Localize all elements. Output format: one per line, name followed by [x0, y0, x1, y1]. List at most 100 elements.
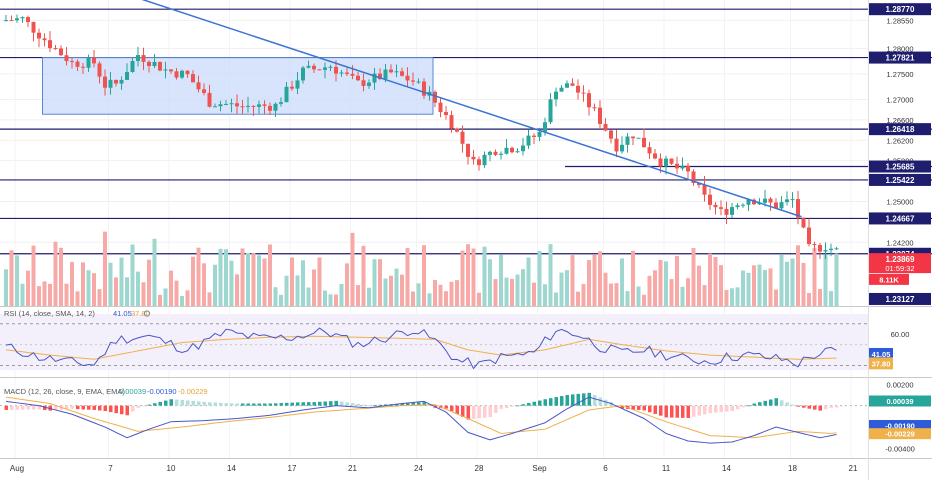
- price-axis[interactable]: 1.28550 1.28000 1.27500 1.27000 1.26600 1.262…: [869, 3, 931, 305]
- macd-hist-bar-125: [692, 405, 696, 417]
- macd-hist-bar-73: [406, 403, 410, 406]
- candle-body-12: [70, 61, 74, 63]
- level-badge-label-4: 1.25422: [886, 176, 915, 185]
- candle-body-122: [675, 163, 679, 169]
- candle-body-100: [554, 91, 558, 100]
- volume-bar-121: [669, 279, 674, 306]
- macd-hist-bar-76: [422, 402, 426, 406]
- candle-body-41: [229, 103, 234, 105]
- level-badge-4: [869, 173, 931, 186]
- candle-body-28: [158, 61, 162, 71]
- macd-hist-bar-83: [461, 405, 465, 417]
- volume-bar-137: [757, 264, 762, 306]
- volume-bar-0: [4, 269, 8, 306]
- macd-hist-bar-123: [681, 405, 685, 418]
- macd-hist-bar-42: [235, 403, 239, 406]
- macd-legend-macd: -0.00190: [147, 387, 177, 396]
- candle-body-31: [174, 71, 179, 78]
- candle-body-88: [488, 151, 492, 155]
- volume-bar-62: [345, 263, 349, 306]
- volume-bar-100: [554, 292, 558, 306]
- volume-bar-80: [444, 291, 448, 306]
- macd-hist-bar-14: [81, 405, 85, 410]
- candle-body-151: [834, 248, 839, 250]
- macd-hist-bar-133: [736, 405, 740, 410]
- candle-body-36: [202, 89, 206, 93]
- macd-hist-bar-88: [488, 405, 492, 418]
- macd-hist-bar-21: [120, 405, 124, 415]
- macd-hist-bar-104: [576, 393, 580, 406]
- macd-hist-bar-130: [719, 405, 723, 413]
- volume-bar-139: [768, 268, 773, 306]
- macd-hist-bar-68: [378, 404, 382, 406]
- volume-bar-130: [719, 265, 723, 306]
- volume-bar-78: [433, 279, 437, 306]
- candle-body-22: [125, 71, 129, 80]
- candle-body-150: [829, 248, 833, 251]
- volume-bar-93: [515, 274, 520, 306]
- macd-hist-bar-96: [532, 401, 536, 406]
- volume-bar-112: [620, 258, 624, 306]
- macd-hist-bar-82: [455, 405, 459, 415]
- volume-bar-94: [521, 269, 525, 306]
- rsi-line: [5, 327, 837, 370]
- macd-hist-bar-94: [521, 404, 525, 406]
- macd-hist-bar-41: [230, 403, 234, 406]
- candle-body-134: [741, 204, 745, 206]
- candle-body-75: [416, 81, 421, 83]
- level-badge-0: [869, 3, 931, 16]
- macd-hist-bar-137: [758, 402, 762, 406]
- volume-bar-85: [471, 248, 476, 306]
- volume-bar-14: [81, 262, 85, 306]
- candle-body-141: [779, 202, 784, 209]
- volume-bar-110: [609, 283, 613, 306]
- time-tick-label-3: 14: [227, 464, 236, 473]
- macd-hist-bar-109: [604, 399, 608, 406]
- candle-body-131: [724, 208, 729, 215]
- macd-hist-bar-84: [466, 405, 470, 420]
- candle-body-47: [262, 104, 267, 106]
- rsi-settings-icon[interactable]: [143, 310, 151, 317]
- macd-hist-bar-131: [725, 405, 729, 412]
- time-axis[interactable]: Aug 7 10 14 17 21 24 28 Sep 6 11 14 18 21: [10, 464, 858, 473]
- volume-bar-118: [653, 270, 657, 306]
- volume-bar-33: [185, 290, 190, 306]
- candle-body-45: [251, 105, 256, 107]
- trendline[interactable]: [98, 0, 802, 218]
- macd-hist-bar-121: [670, 405, 674, 418]
- volume-bar-57: [317, 257, 322, 306]
- volume-bar-24: [136, 271, 140, 306]
- macd-legend-title: MACD (12, 26, close, 9, EMA, EMA): [4, 387, 125, 396]
- macd-hist-bar-146: [807, 405, 811, 409]
- macd-hist-bar-85: [472, 405, 476, 419]
- macd-hist-bar-51: [285, 402, 289, 406]
- macd-hist-bar-127: [703, 405, 707, 415]
- macd-hist-bar-65: [362, 404, 366, 406]
- candle-body-19: [108, 79, 113, 88]
- macd-hist-bar-122: [675, 405, 679, 418]
- candle-body-72: [400, 71, 404, 76]
- volume-bar-17: [97, 289, 102, 306]
- level-badge-label-1: 1.27821: [886, 54, 915, 63]
- time-tick-label-5: 21: [348, 464, 357, 473]
- macd-hist-bar-37: [208, 402, 212, 406]
- macd-hist-bar-117: [648, 405, 652, 413]
- volume-bar-91: [504, 277, 509, 306]
- macd-hist-bar-16: [92, 405, 96, 410]
- macd-hist-bar-99: [549, 398, 553, 406]
- volume-bar-74: [411, 291, 415, 306]
- candle-body-69: [383, 69, 388, 80]
- macd-hist-bar-56: [312, 402, 316, 406]
- candle-body-73: [405, 75, 410, 81]
- candle-body-6: [37, 32, 41, 39]
- candle-body-74: [411, 80, 415, 82]
- volume-bar-63: [350, 232, 355, 306]
- candle-body-56: [312, 65, 316, 70]
- volume-bar-35: [196, 247, 201, 306]
- macd-hist-bar-3: [21, 405, 25, 410]
- rsi-tick-label-0: 60.00: [891, 330, 910, 339]
- price-tick-label-2: 1.27500: [886, 70, 913, 79]
- candle-body-124: [686, 165, 690, 172]
- candle-body-52: [290, 86, 294, 89]
